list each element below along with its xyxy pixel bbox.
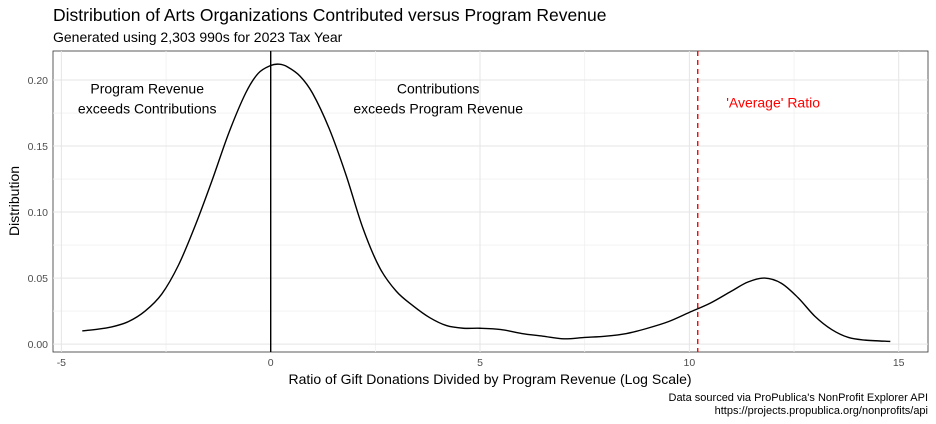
- annotation-text: Program Revenue: [90, 81, 204, 97]
- x-tick-label: -5: [57, 357, 66, 369]
- y-tick-label: 0.20: [28, 75, 49, 87]
- series-group: [82, 63, 891, 343]
- tick-labels: -5 0 5 10 15 0.00 0.05 0.10 0.15 0.20: [28, 75, 905, 369]
- y-axis-label: Distribution: [6, 166, 22, 236]
- y-tick-label: 0.10: [28, 207, 49, 219]
- annotation-text: exceeds Program Revenue: [353, 101, 523, 117]
- chart-subtitle: Generated using 2,303 990s for 2023 Tax …: [53, 29, 343, 45]
- caption-url: https://projects.propublica.org/nonprofi…: [714, 405, 928, 417]
- density-curve: [82, 63, 891, 343]
- x-tick-label: 0: [268, 357, 274, 369]
- reference-lines: [270, 51, 699, 352]
- annotation-text: 'Average' Ratio: [726, 94, 820, 110]
- plot-panel: [52, 50, 929, 353]
- x-tick-label: 15: [893, 357, 905, 369]
- y-tick-label: 0.15: [28, 141, 49, 153]
- caption-source: Data sourced via ProPublica's NonProfit …: [668, 392, 929, 404]
- x-tick-label: 10: [684, 357, 696, 369]
- x-tick-label: 5: [477, 357, 483, 369]
- annotation-text: exceeds Contributions: [78, 101, 217, 117]
- y-tick-label: 0.05: [28, 273, 49, 285]
- y-tick-label: 0.00: [28, 339, 49, 351]
- chart-title: Distribution of Arts Organizations Contr…: [53, 5, 607, 25]
- annotations: Program Revenue exceeds Contributions Cont…: [78, 81, 820, 117]
- x-axis-label: Ratio of Gift Donations Divided by Progr…: [288, 371, 691, 387]
- annotation-text: Contributions: [397, 81, 480, 97]
